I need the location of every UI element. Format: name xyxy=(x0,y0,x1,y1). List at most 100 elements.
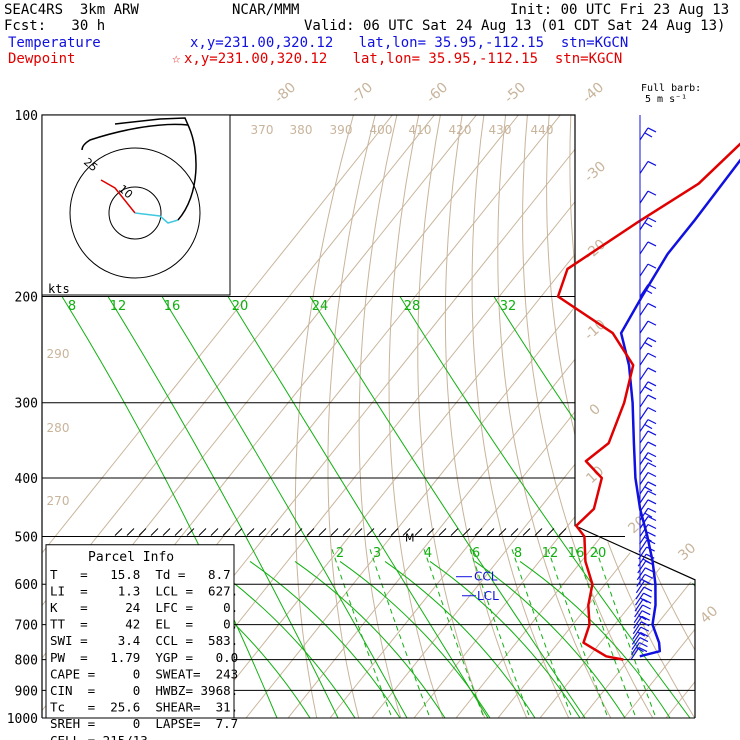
ccl-label: CCL xyxy=(474,570,498,584)
wind-barb-flag xyxy=(647,531,656,537)
pressure-tick-label: 300 xyxy=(15,397,38,412)
isotherm-line xyxy=(329,115,695,718)
wind-barb-flag xyxy=(644,573,654,579)
wind-barb-flag xyxy=(644,289,653,295)
dry-adiabat-line xyxy=(635,115,695,718)
wind-barb xyxy=(639,490,649,504)
wind-barb xyxy=(635,580,645,594)
mixing-ratio-label: 20 xyxy=(590,546,607,561)
moist-adiabat-line xyxy=(575,549,637,718)
wind-barb-flag xyxy=(647,320,657,326)
wind-barb-flag xyxy=(647,352,657,358)
hodograph-trace-upper xyxy=(81,123,197,221)
wind-barb-flag xyxy=(647,490,657,496)
wind-barb xyxy=(639,337,649,350)
wind-barb-flag xyxy=(644,222,653,228)
mixing-ratio-label: 16 xyxy=(164,299,181,314)
wind-barb xyxy=(635,586,645,600)
hatch-mark xyxy=(282,528,291,536)
mixing-ratio-line xyxy=(227,296,489,718)
parcel-info-row: CIN = 0 HWBZ= 3968. xyxy=(50,683,238,698)
moist-adiabat-line xyxy=(469,549,531,718)
moist-adiabat-line xyxy=(547,549,609,718)
moist-adiabat-line xyxy=(384,561,536,718)
hatch-mark xyxy=(294,528,303,536)
temperature-tick-label: -30 xyxy=(581,158,609,185)
mixing-ratio-label: 6 xyxy=(472,546,480,561)
wind-barb-flag xyxy=(647,302,657,308)
hatch-mark xyxy=(222,528,231,536)
wind-barb-flag xyxy=(647,523,657,530)
parcel-info-title: Parcel Info xyxy=(88,550,174,565)
theta-label: 290 xyxy=(47,347,70,361)
dry-adiabat-line xyxy=(546,115,695,718)
pressure-tick-label: 600 xyxy=(15,578,38,593)
lcl-label: LCL xyxy=(477,589,499,603)
wind-barb-flag xyxy=(638,615,647,621)
wind-barb-flag xyxy=(636,647,644,653)
mixing-ratio-line xyxy=(309,296,586,718)
wind-barb-flag xyxy=(647,499,657,505)
wind-barb xyxy=(634,604,644,618)
hatch-mark xyxy=(270,528,279,536)
isotherm-line xyxy=(455,115,695,718)
wind-barb xyxy=(639,217,649,231)
moist-adiabat-line xyxy=(595,549,657,718)
parcel-info-row: LI = 1.3 LCL = 627. xyxy=(50,583,238,598)
moist-adiabat-line xyxy=(519,561,671,718)
parcel-info-row: CAPE = 0 SWEAT= 243 xyxy=(50,666,238,681)
moist-adiabat-line xyxy=(474,561,626,718)
isotherm-line xyxy=(161,115,645,718)
temperature-tick-label: -70 xyxy=(348,79,376,106)
wind-barb-flag xyxy=(644,424,653,430)
hatch-mark xyxy=(138,528,147,536)
wind-barb-flag xyxy=(646,539,656,545)
parcel-info-row: PW = 1.79 YGP = 0.0 xyxy=(50,650,238,665)
pressure-tick-label: 500 xyxy=(15,530,38,545)
temperature-tick-label: -80 xyxy=(271,79,299,106)
wind-barb xyxy=(639,507,649,521)
isotherm-line xyxy=(42,115,393,718)
hatch-mark xyxy=(186,528,195,536)
wind-barb-flag xyxy=(647,430,657,436)
mixing-ratio-line xyxy=(161,296,408,718)
mixing-ratio-label: 24 xyxy=(312,299,329,314)
wind-barb-flag xyxy=(647,241,657,247)
wind-barb-flag xyxy=(645,567,654,573)
wind-barb xyxy=(635,592,644,606)
wind-barb xyxy=(639,430,649,444)
wind-barb-flag xyxy=(647,471,657,478)
temperature-tick-label: -40 xyxy=(579,79,607,106)
wind-barb xyxy=(639,462,649,476)
dewpoint-location: x,y=231.00,320.12 lat,lon= 35.95,-112.15… xyxy=(184,51,623,67)
hodograph-trace-upper xyxy=(114,117,189,126)
theta-label: 430 xyxy=(489,123,512,137)
wind-barb-flag xyxy=(638,647,648,653)
mixing-ratio-line xyxy=(493,296,695,718)
wind-barb xyxy=(639,452,649,465)
wind-barb xyxy=(639,441,649,455)
valid-time: Valid: 06 UTC Sat 24 Aug 13 (01 CDT Sat … xyxy=(304,18,726,34)
wind-barb-flag xyxy=(647,462,657,468)
moist-adiabat-line xyxy=(331,549,393,718)
wind-barb-flag xyxy=(643,586,653,592)
wind-barb xyxy=(639,320,649,334)
wind-barb-flag xyxy=(644,132,653,138)
barb-note-line2: 5 m s⁻¹ xyxy=(645,94,688,105)
isotherm-line xyxy=(539,115,695,718)
wind-barb xyxy=(639,127,649,141)
dry-adiabat-line xyxy=(497,115,612,718)
wind-barb-flag xyxy=(644,580,653,586)
hatch-mark xyxy=(150,528,159,536)
wind-barb-flag xyxy=(647,507,657,513)
dewpoint-star-icon: ☆ xyxy=(172,51,181,67)
dewpoint-profile xyxy=(556,142,740,661)
wind-barb xyxy=(632,621,642,635)
pressure-tick-label: 100 xyxy=(15,109,38,124)
hodograph-trace-mid xyxy=(134,212,179,224)
hatch-mark xyxy=(378,528,387,536)
pressure-tick-label: 800 xyxy=(15,654,38,669)
wind-barb-flag xyxy=(647,452,657,458)
wind-barb-flag xyxy=(641,615,650,621)
